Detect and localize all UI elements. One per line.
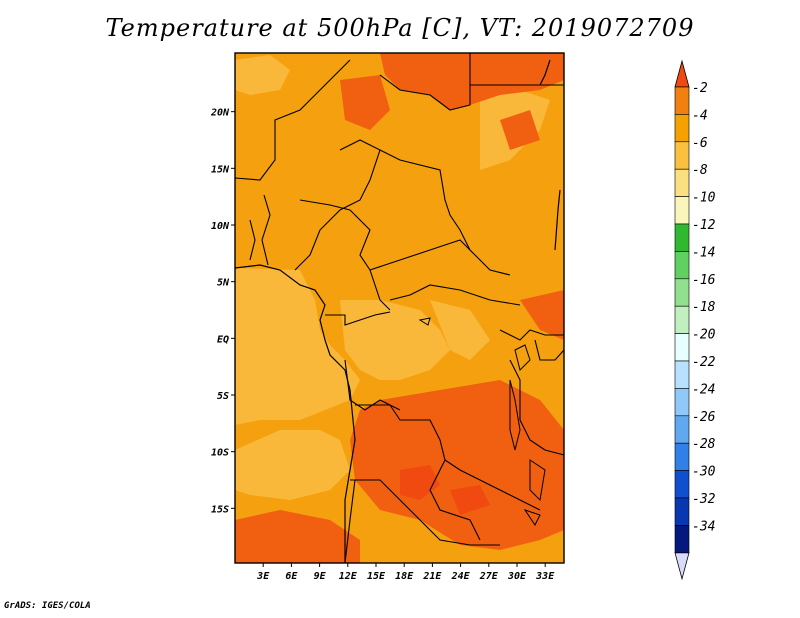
- colorbar-swatch: [674, 305, 690, 334]
- lon-tick-label: 3E: [256, 571, 270, 582]
- colorbar-swatch: [674, 442, 690, 471]
- colorbar-label: -16: [692, 273, 716, 288]
- colorbar-label: -18: [692, 300, 716, 315]
- lon-tick-label: 21E: [422, 571, 442, 582]
- colorbar-label: -20: [692, 328, 716, 343]
- lat-tick-label: 5S: [217, 391, 229, 402]
- colorbar: -2 -4 -6 -8 -10 -12 -14 -16 -18 -20 -22 -24 -26 -28 -3…: [674, 59, 716, 581]
- colorbar-swatch: [674, 278, 690, 307]
- longitude-axis: 3E 6E 9E 12E 15E 18E 21E 24E 27E 30E 33E: [256, 563, 555, 582]
- colorbar-swatch: [674, 333, 690, 362]
- lon-tick-label: 6E: [285, 571, 298, 582]
- lon-tick-label: 15E: [367, 571, 386, 582]
- colorbar-swatch: [674, 415, 690, 444]
- latitude-axis: 20N 15N 10N 5N EQ 5S 10S 15S: [210, 108, 235, 515]
- colorbar-swatch: [674, 525, 690, 554]
- colorbar-label: -24: [692, 382, 715, 397]
- field-dark-regions: [235, 53, 564, 563]
- colorbar-label: -8: [692, 163, 708, 178]
- lat-tick-label: 10N: [211, 221, 230, 232]
- colorbar-label: -2: [692, 81, 708, 96]
- map-title: Temperature at 500hPa [C], VT: 201907270…: [105, 14, 695, 42]
- colorbar-label: -22: [692, 355, 716, 370]
- colorbar-label: -6: [692, 136, 708, 151]
- lon-tick-label: 33E: [535, 571, 555, 582]
- colorbar-label: -10: [692, 191, 716, 206]
- colorbar-label: -14: [692, 245, 715, 260]
- lat-tick-label: EQ: [217, 334, 229, 345]
- lon-tick-label: 12E: [339, 571, 358, 582]
- lon-tick-label: 30E: [507, 571, 527, 582]
- colorbar-swatch: [674, 470, 690, 499]
- field-light-regions: [235, 55, 550, 500]
- lon-tick-label: 24E: [451, 571, 471, 582]
- colorbar-swatch: [674, 251, 690, 280]
- lakes: [418, 317, 546, 526]
- colorbar-bottom-arrow: [674, 552, 690, 581]
- colorbar-swatch: [674, 388, 690, 417]
- lat-tick-label: 20N: [210, 108, 230, 119]
- colorbar-swatch: [674, 86, 690, 115]
- map-panel: [234, 52, 565, 564]
- colorbar-label: -34: [692, 519, 715, 534]
- lat-tick-label: 15N: [211, 164, 230, 175]
- lon-tick-label: 27E: [479, 571, 499, 582]
- lat-tick-label: 10S: [211, 448, 229, 459]
- colorbar-swatch: [674, 223, 690, 252]
- colorbar-swatch: [674, 114, 690, 143]
- colorbar-swatch: [674, 360, 690, 389]
- colorbar-label: -28: [692, 437, 716, 452]
- colorbar-top-arrow: [674, 59, 690, 88]
- colorbar-swatch: [674, 168, 690, 197]
- lon-tick-label: 18E: [395, 571, 414, 582]
- colorbar-label: -12: [692, 218, 716, 233]
- field-hot-spots: [400, 465, 490, 515]
- lat-tick-label: 15S: [211, 504, 229, 515]
- map-frame: [234, 52, 565, 564]
- country-borders: [234, 53, 565, 564]
- colorbar-swatch: [674, 141, 690, 170]
- colorbar-label: -26: [692, 410, 716, 425]
- lon-tick-label: 9E: [314, 571, 327, 582]
- lat-tick-label: 5N: [217, 278, 230, 289]
- colorbar-label: -4: [692, 108, 708, 123]
- colorbar-swatch: [674, 497, 690, 526]
- colorbar-swatch: [674, 196, 690, 225]
- coastline: [234, 59, 561, 563]
- colorbar-label: -32: [692, 492, 716, 507]
- colorbar-label: -30: [692, 465, 716, 480]
- grads-credit: GrADS: IGES/COLA: [4, 601, 91, 611]
